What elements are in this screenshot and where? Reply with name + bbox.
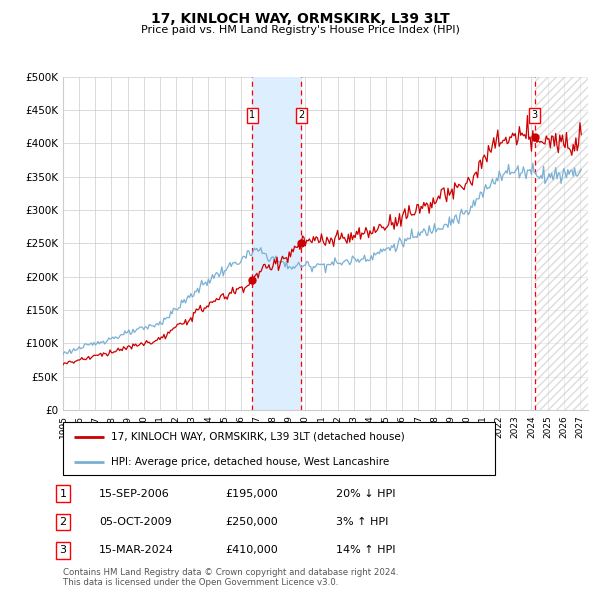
Text: HPI: Average price, detached house, West Lancashire: HPI: Average price, detached house, West… (110, 457, 389, 467)
Text: 3% ↑ HPI: 3% ↑ HPI (336, 517, 388, 527)
Text: Contains HM Land Registry data © Crown copyright and database right 2024.
This d: Contains HM Land Registry data © Crown c… (63, 568, 398, 587)
Bar (535, 77, 588, 410)
Text: 20% ↓ HPI: 20% ↓ HPI (336, 489, 395, 499)
FancyBboxPatch shape (63, 422, 495, 475)
Text: £410,000: £410,000 (225, 546, 278, 555)
Text: 1: 1 (249, 110, 255, 120)
Text: £195,000: £195,000 (225, 489, 278, 499)
Text: 3: 3 (59, 546, 67, 555)
Text: 17, KINLOCH WAY, ORMSKIRK, L39 3LT: 17, KINLOCH WAY, ORMSKIRK, L39 3LT (151, 12, 449, 26)
Text: £250,000: £250,000 (225, 517, 278, 527)
Bar (252, 77, 301, 410)
Text: 2: 2 (298, 110, 305, 120)
Text: 17, KINLOCH WAY, ORMSKIRK, L39 3LT (detached house): 17, KINLOCH WAY, ORMSKIRK, L39 3LT (deta… (110, 432, 404, 442)
Text: 15-SEP-2006: 15-SEP-2006 (99, 489, 170, 499)
Text: 1: 1 (59, 489, 67, 499)
Text: 3: 3 (532, 110, 538, 120)
Bar (535, 77, 588, 410)
Text: Price paid vs. HM Land Registry's House Price Index (HPI): Price paid vs. HM Land Registry's House … (140, 25, 460, 35)
Text: 14% ↑ HPI: 14% ↑ HPI (336, 546, 395, 555)
Text: 2: 2 (59, 517, 67, 527)
Text: 05-OCT-2009: 05-OCT-2009 (99, 517, 172, 527)
Text: 15-MAR-2024: 15-MAR-2024 (99, 546, 174, 555)
